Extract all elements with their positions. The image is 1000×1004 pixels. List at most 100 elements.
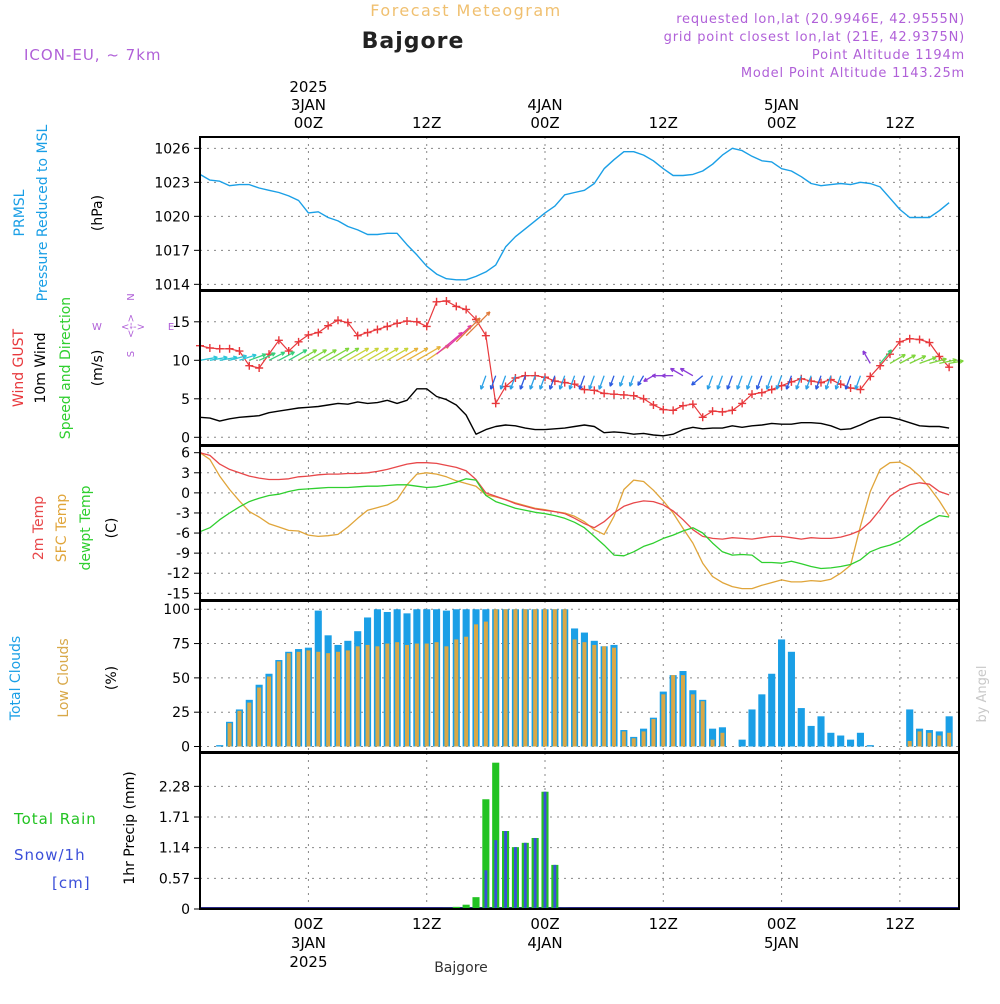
wind-arrow bbox=[619, 375, 625, 387]
wind-arrow bbox=[455, 317, 481, 343]
wind-arrow bbox=[519, 375, 526, 390]
gust-marker bbox=[649, 400, 658, 409]
gust-marker bbox=[324, 321, 333, 330]
gust-marker bbox=[304, 330, 313, 339]
wind-arrow bbox=[239, 354, 257, 361]
rain-bar bbox=[462, 904, 470, 909]
y-tick-label: 1023 bbox=[154, 175, 190, 191]
wind-arrow bbox=[209, 356, 228, 361]
wind-arrow bbox=[569, 375, 576, 390]
wind-arrow bbox=[854, 375, 862, 390]
wind-arrow-head bbox=[736, 385, 741, 390]
total-cloud-bar bbox=[856, 732, 864, 747]
wind10m-label: 10m Wind bbox=[33, 332, 49, 403]
gust-marker bbox=[748, 390, 756, 399]
low-cloud-bar bbox=[454, 639, 459, 747]
gust-marker bbox=[777, 381, 786, 390]
wind-arrow bbox=[416, 346, 441, 361]
wind-arrow bbox=[465, 311, 491, 337]
gust-marker bbox=[255, 364, 264, 372]
y-tick-label: 3 bbox=[181, 466, 190, 482]
time-top-label: 12Z bbox=[885, 114, 914, 132]
wind-arrow-head bbox=[364, 347, 370, 352]
compass-ns-arrow: <--> bbox=[126, 314, 137, 338]
wind-arrow bbox=[268, 351, 285, 361]
y-tick-label: 25 bbox=[172, 705, 190, 721]
wind-arrow bbox=[367, 347, 389, 361]
cloud-unit: (%) bbox=[104, 666, 120, 690]
wind-arrow-head bbox=[598, 385, 603, 390]
wind-arrow-head bbox=[661, 373, 666, 379]
low-cloud-bar bbox=[414, 643, 419, 747]
time-bottom-label: 12Z bbox=[885, 915, 914, 933]
snow-bar bbox=[543, 791, 547, 909]
low-cloud-bar bbox=[927, 732, 932, 747]
total-cloud-bar bbox=[906, 709, 914, 747]
wind-arrow-head bbox=[558, 385, 564, 390]
low-cloud-bar bbox=[405, 644, 409, 747]
wind-arrow-head bbox=[691, 381, 696, 386]
gust-marker bbox=[294, 337, 303, 346]
low-cloud-bar bbox=[621, 731, 626, 747]
low-cloud-bar bbox=[937, 735, 942, 747]
prmsl-label: PRMSL bbox=[12, 189, 28, 236]
wind-arrow bbox=[795, 375, 802, 390]
sfc-temp-line bbox=[199, 452, 950, 590]
low-cloud-bar bbox=[326, 653, 331, 747]
low-cloud-bar bbox=[395, 642, 400, 747]
wind-panel: 0 5 10 15 bbox=[172, 290, 964, 446]
low-cloud-bar bbox=[612, 647, 616, 747]
t2m-line bbox=[199, 452, 950, 540]
prmsl-long-label: Pressure Reduced to MSL bbox=[35, 124, 51, 301]
y-tick-label: 0 bbox=[181, 430, 190, 446]
gust-marker bbox=[895, 337, 904, 346]
low-cloud-bar bbox=[385, 643, 390, 747]
gust-marker bbox=[205, 343, 214, 352]
gust-marker bbox=[383, 322, 392, 331]
wind-arrow bbox=[845, 375, 852, 390]
wind-arrow-head bbox=[261, 353, 267, 358]
panel-frame bbox=[199, 136, 960, 291]
wind-arrow-head bbox=[509, 385, 514, 390]
wind-arrow bbox=[588, 375, 595, 390]
wind-arrow-head bbox=[280, 351, 286, 356]
gust-marker bbox=[452, 302, 461, 311]
gust-marker bbox=[767, 385, 776, 394]
gust-marker bbox=[698, 413, 707, 422]
wind-arrow-head bbox=[755, 385, 761, 390]
wind-arrow-head bbox=[952, 358, 957, 363]
wind-arrow-head bbox=[394, 347, 399, 352]
precip-legend: Total Rain Snow/1h [cm] 1hr Precip (mm) bbox=[13, 771, 138, 892]
low-cloud-bar bbox=[513, 609, 518, 747]
gust-marker bbox=[590, 386, 599, 395]
low-cloud-bar bbox=[602, 646, 607, 747]
wind-arrow-head bbox=[959, 359, 964, 364]
wind-arrow-head bbox=[716, 385, 721, 390]
gust-marker bbox=[343, 318, 352, 327]
low-cloud-bar bbox=[533, 609, 538, 747]
gust-marker bbox=[915, 335, 924, 344]
wind-arrow bbox=[539, 375, 546, 390]
wind-arrow bbox=[396, 347, 419, 361]
compass-we-arrow: <--> bbox=[121, 322, 145, 333]
wind-arrow-head bbox=[332, 349, 337, 354]
temperature-panel: -15 -12 -9 -6 -3 0 3 6 bbox=[167, 445, 960, 602]
wind-arrow-head bbox=[519, 385, 524, 390]
wind-arrow bbox=[406, 347, 429, 361]
y-tick-label: 100 bbox=[163, 602, 190, 618]
pressure-legend: PRMSL Pressure Reduced to MSL (hPa) bbox=[12, 124, 106, 301]
wind-arrow-head bbox=[805, 385, 810, 390]
compass-west: W bbox=[92, 322, 102, 333]
low-cloud-bar bbox=[483, 621, 488, 747]
time-top-label: 12Z bbox=[412, 114, 441, 132]
gust-marker bbox=[925, 338, 934, 347]
snow-bar bbox=[494, 840, 498, 909]
y-tick-label: 2.28 bbox=[159, 779, 190, 795]
gust-marker bbox=[314, 328, 323, 337]
total-cloud-bar bbox=[847, 739, 855, 747]
panel-frame bbox=[199, 752, 960, 910]
gust-marker bbox=[245, 361, 254, 370]
wind-arrow-head bbox=[479, 385, 485, 390]
wind-arrow bbox=[480, 375, 487, 390]
